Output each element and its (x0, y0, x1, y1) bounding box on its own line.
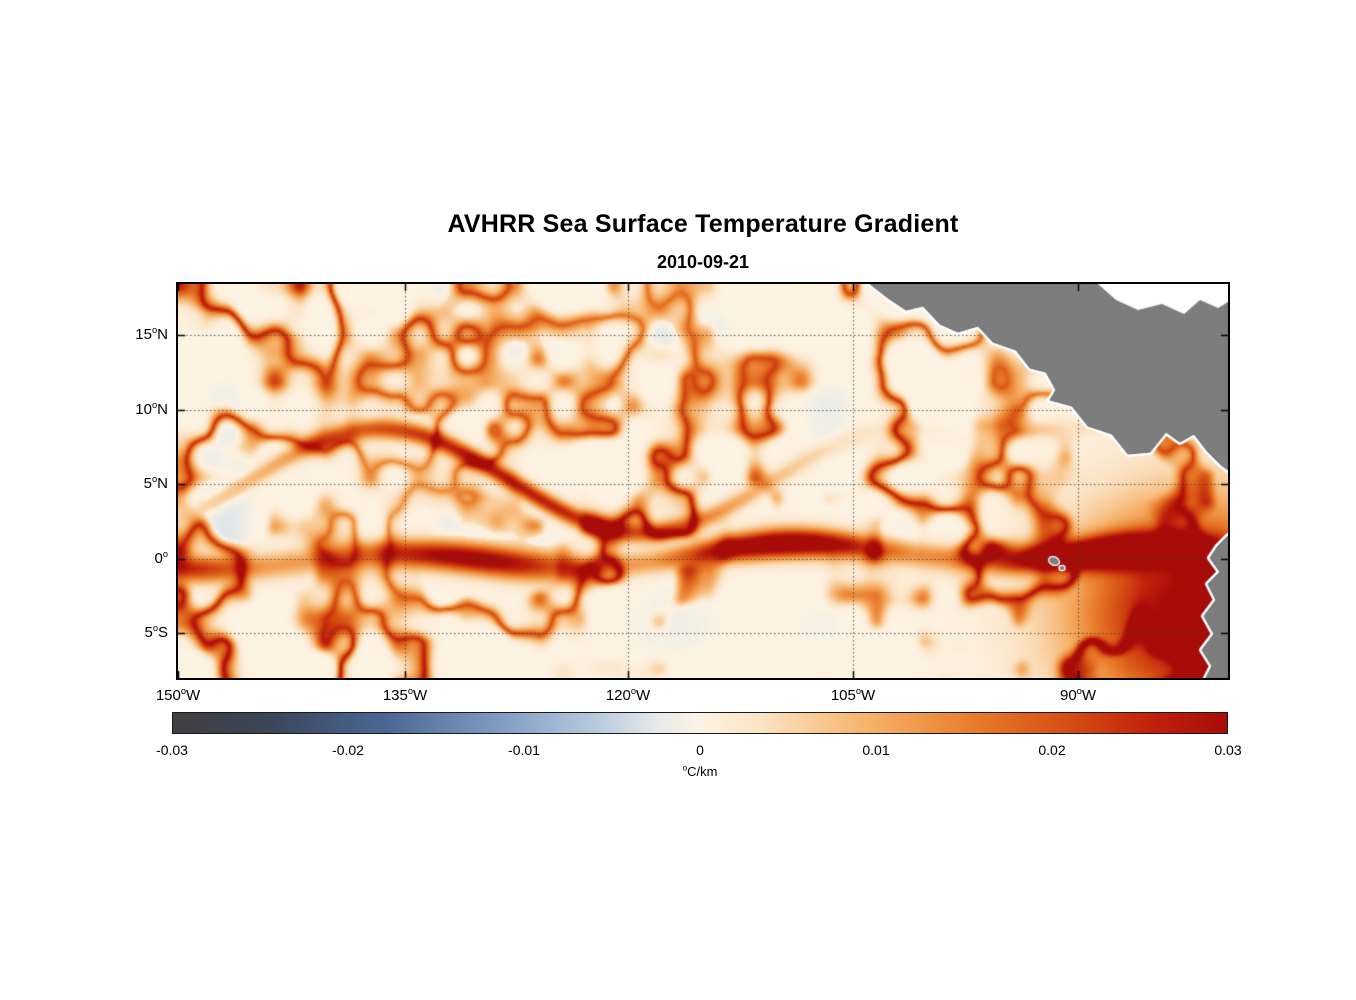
colorbar-tick-label: -0.01 (508, 742, 540, 758)
lat-tick-label-10n: 10oN (135, 400, 168, 418)
lon-tick-label-105w: 105oW (830, 686, 876, 704)
sst-heatmap-canvas (178, 284, 1228, 678)
degree-superscript: o (682, 763, 688, 773)
colorbar-tick-label: -0.02 (332, 742, 364, 758)
figure-date-subtitle: 2010-09-21 (656, 252, 750, 272)
degree-superscript: o (151, 400, 158, 410)
colorbar-units-label: oC/km (682, 763, 718, 779)
colorbar-gradient (172, 712, 1228, 734)
lat-tick-label-5s: 5oS (144, 623, 168, 641)
map-plot-area (176, 282, 1230, 680)
colorbar-tick-label: 0.01 (862, 742, 890, 758)
degree-superscript: o (151, 474, 158, 484)
figure-title: AVHRR Sea Surface Temperature Gradient (447, 210, 959, 238)
degree-superscript: o (152, 623, 158, 633)
degree-superscript: o (855, 686, 862, 696)
lon-tick-label-135w: 135oW (382, 686, 428, 704)
degree-superscript: o (151, 325, 158, 335)
lon-tick-label-90w: 90oW (1059, 686, 1097, 704)
degree-superscript: o (630, 686, 637, 696)
colorbar-tick-label: 0.03 (1214, 742, 1242, 758)
colorbar-tick-label: 0 (696, 742, 704, 758)
degree-superscript: o (180, 686, 187, 696)
degree-superscript: o (407, 686, 414, 696)
colorbar-tick-label: 0.02 (1038, 742, 1066, 758)
colorbar-tick-label: -0.03 (156, 742, 188, 758)
lat-tick-label-0: 0o (154, 549, 168, 567)
degree-superscript: o (162, 549, 168, 559)
lon-tick-label-120w: 120oW (605, 686, 651, 704)
lon-tick-label-150w: 150oW (155, 686, 201, 704)
degree-superscript: o (1076, 686, 1082, 696)
lat-tick-label-5n: 5oN (143, 474, 168, 492)
lat-tick-label-15n: 15oN (135, 325, 168, 343)
